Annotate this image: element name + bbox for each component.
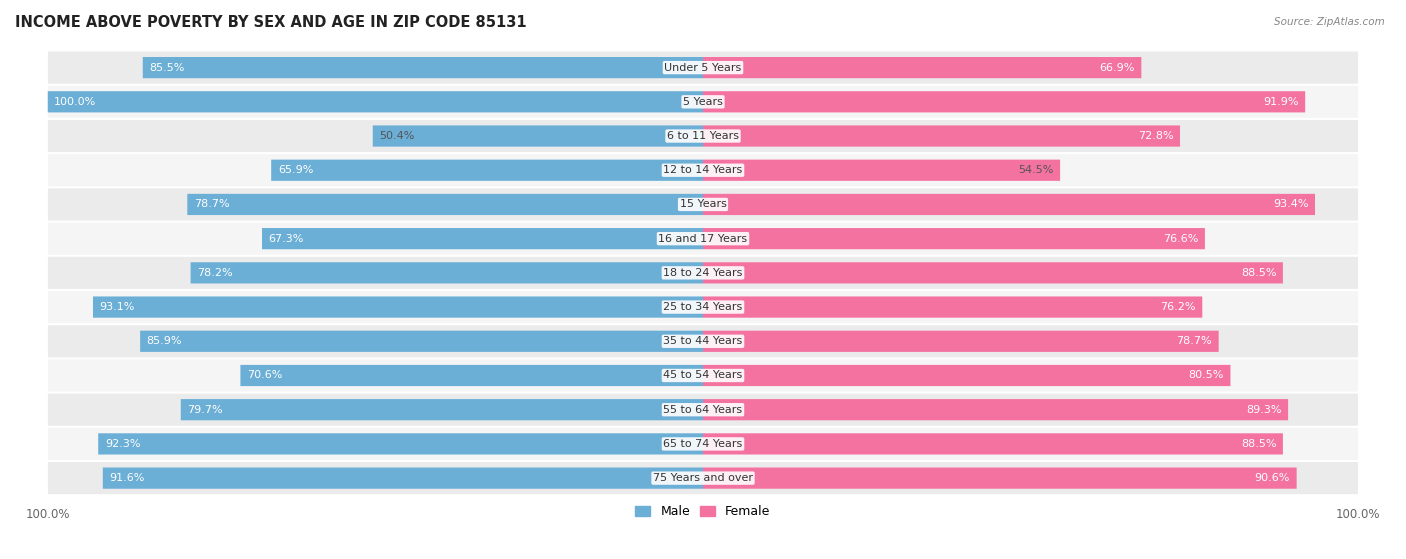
Text: 15 Years: 15 Years bbox=[679, 200, 727, 210]
FancyBboxPatch shape bbox=[48, 325, 1358, 358]
Text: 16 and 17 Years: 16 and 17 Years bbox=[658, 234, 748, 244]
Text: INCOME ABOVE POVERTY BY SEX AND AGE IN ZIP CODE 85131: INCOME ABOVE POVERTY BY SEX AND AGE IN Z… bbox=[15, 15, 527, 30]
FancyBboxPatch shape bbox=[141, 331, 703, 352]
Text: 67.3%: 67.3% bbox=[269, 234, 304, 244]
Text: 12 to 14 Years: 12 to 14 Years bbox=[664, 165, 742, 175]
Text: 93.4%: 93.4% bbox=[1272, 200, 1309, 210]
FancyBboxPatch shape bbox=[48, 119, 1358, 153]
FancyBboxPatch shape bbox=[93, 296, 703, 318]
FancyBboxPatch shape bbox=[48, 154, 1358, 187]
Text: 78.2%: 78.2% bbox=[197, 268, 233, 278]
Text: 88.5%: 88.5% bbox=[1241, 268, 1277, 278]
FancyBboxPatch shape bbox=[181, 399, 703, 420]
FancyBboxPatch shape bbox=[98, 433, 703, 454]
Text: 79.7%: 79.7% bbox=[187, 405, 224, 415]
Text: 5 Years: 5 Years bbox=[683, 97, 723, 107]
Text: 85.9%: 85.9% bbox=[146, 337, 183, 346]
Text: 88.5%: 88.5% bbox=[1241, 439, 1277, 449]
FancyBboxPatch shape bbox=[703, 57, 1142, 78]
Text: 92.3%: 92.3% bbox=[105, 439, 141, 449]
Text: 90.6%: 90.6% bbox=[1254, 473, 1291, 483]
FancyBboxPatch shape bbox=[703, 262, 1282, 283]
FancyBboxPatch shape bbox=[143, 57, 703, 78]
Text: 93.1%: 93.1% bbox=[100, 302, 135, 312]
Text: 72.8%: 72.8% bbox=[1137, 131, 1174, 141]
Text: Source: ZipAtlas.com: Source: ZipAtlas.com bbox=[1274, 17, 1385, 27]
FancyBboxPatch shape bbox=[48, 393, 1358, 427]
FancyBboxPatch shape bbox=[48, 188, 1358, 221]
Text: 35 to 44 Years: 35 to 44 Years bbox=[664, 337, 742, 346]
FancyBboxPatch shape bbox=[48, 256, 1358, 290]
FancyBboxPatch shape bbox=[48, 359, 1358, 392]
Text: 100.0%: 100.0% bbox=[55, 97, 97, 107]
FancyBboxPatch shape bbox=[48, 51, 1358, 84]
Text: 45 to 54 Years: 45 to 54 Years bbox=[664, 371, 742, 381]
FancyBboxPatch shape bbox=[703, 296, 1202, 318]
FancyBboxPatch shape bbox=[48, 91, 703, 112]
FancyBboxPatch shape bbox=[271, 160, 703, 181]
FancyBboxPatch shape bbox=[48, 85, 1358, 119]
FancyBboxPatch shape bbox=[703, 467, 1296, 489]
Text: 54.5%: 54.5% bbox=[1018, 165, 1053, 175]
FancyBboxPatch shape bbox=[703, 433, 1282, 454]
Text: 66.9%: 66.9% bbox=[1099, 63, 1135, 73]
Text: 80.5%: 80.5% bbox=[1188, 371, 1223, 381]
Legend: Male, Female: Male, Female bbox=[630, 500, 776, 523]
FancyBboxPatch shape bbox=[703, 125, 1180, 146]
FancyBboxPatch shape bbox=[48, 427, 1358, 461]
Text: 78.7%: 78.7% bbox=[1177, 337, 1212, 346]
FancyBboxPatch shape bbox=[703, 160, 1060, 181]
Text: 76.6%: 76.6% bbox=[1163, 234, 1198, 244]
Text: 55 to 64 Years: 55 to 64 Years bbox=[664, 405, 742, 415]
FancyBboxPatch shape bbox=[48, 461, 1358, 495]
FancyBboxPatch shape bbox=[703, 331, 1219, 352]
Text: 50.4%: 50.4% bbox=[380, 131, 415, 141]
FancyBboxPatch shape bbox=[703, 365, 1230, 386]
Text: 65.9%: 65.9% bbox=[278, 165, 314, 175]
Text: 91.9%: 91.9% bbox=[1263, 97, 1299, 107]
Text: 75 Years and over: 75 Years and over bbox=[652, 473, 754, 483]
Text: 25 to 34 Years: 25 to 34 Years bbox=[664, 302, 742, 312]
Text: 18 to 24 Years: 18 to 24 Years bbox=[664, 268, 742, 278]
FancyBboxPatch shape bbox=[187, 194, 703, 215]
FancyBboxPatch shape bbox=[48, 222, 1358, 255]
Text: 85.5%: 85.5% bbox=[149, 63, 184, 73]
Text: 65 to 74 Years: 65 to 74 Years bbox=[664, 439, 742, 449]
Text: 70.6%: 70.6% bbox=[247, 371, 283, 381]
FancyBboxPatch shape bbox=[48, 290, 1358, 324]
FancyBboxPatch shape bbox=[191, 262, 703, 283]
Text: 76.2%: 76.2% bbox=[1160, 302, 1195, 312]
Text: 89.3%: 89.3% bbox=[1246, 405, 1282, 415]
FancyBboxPatch shape bbox=[240, 365, 703, 386]
FancyBboxPatch shape bbox=[703, 228, 1205, 249]
Text: Under 5 Years: Under 5 Years bbox=[665, 63, 741, 73]
FancyBboxPatch shape bbox=[703, 91, 1305, 112]
FancyBboxPatch shape bbox=[103, 467, 703, 489]
FancyBboxPatch shape bbox=[373, 125, 703, 146]
Text: 91.6%: 91.6% bbox=[110, 473, 145, 483]
FancyBboxPatch shape bbox=[703, 194, 1315, 215]
Text: 78.7%: 78.7% bbox=[194, 200, 229, 210]
FancyBboxPatch shape bbox=[703, 399, 1288, 420]
FancyBboxPatch shape bbox=[262, 228, 703, 249]
Text: 6 to 11 Years: 6 to 11 Years bbox=[666, 131, 740, 141]
